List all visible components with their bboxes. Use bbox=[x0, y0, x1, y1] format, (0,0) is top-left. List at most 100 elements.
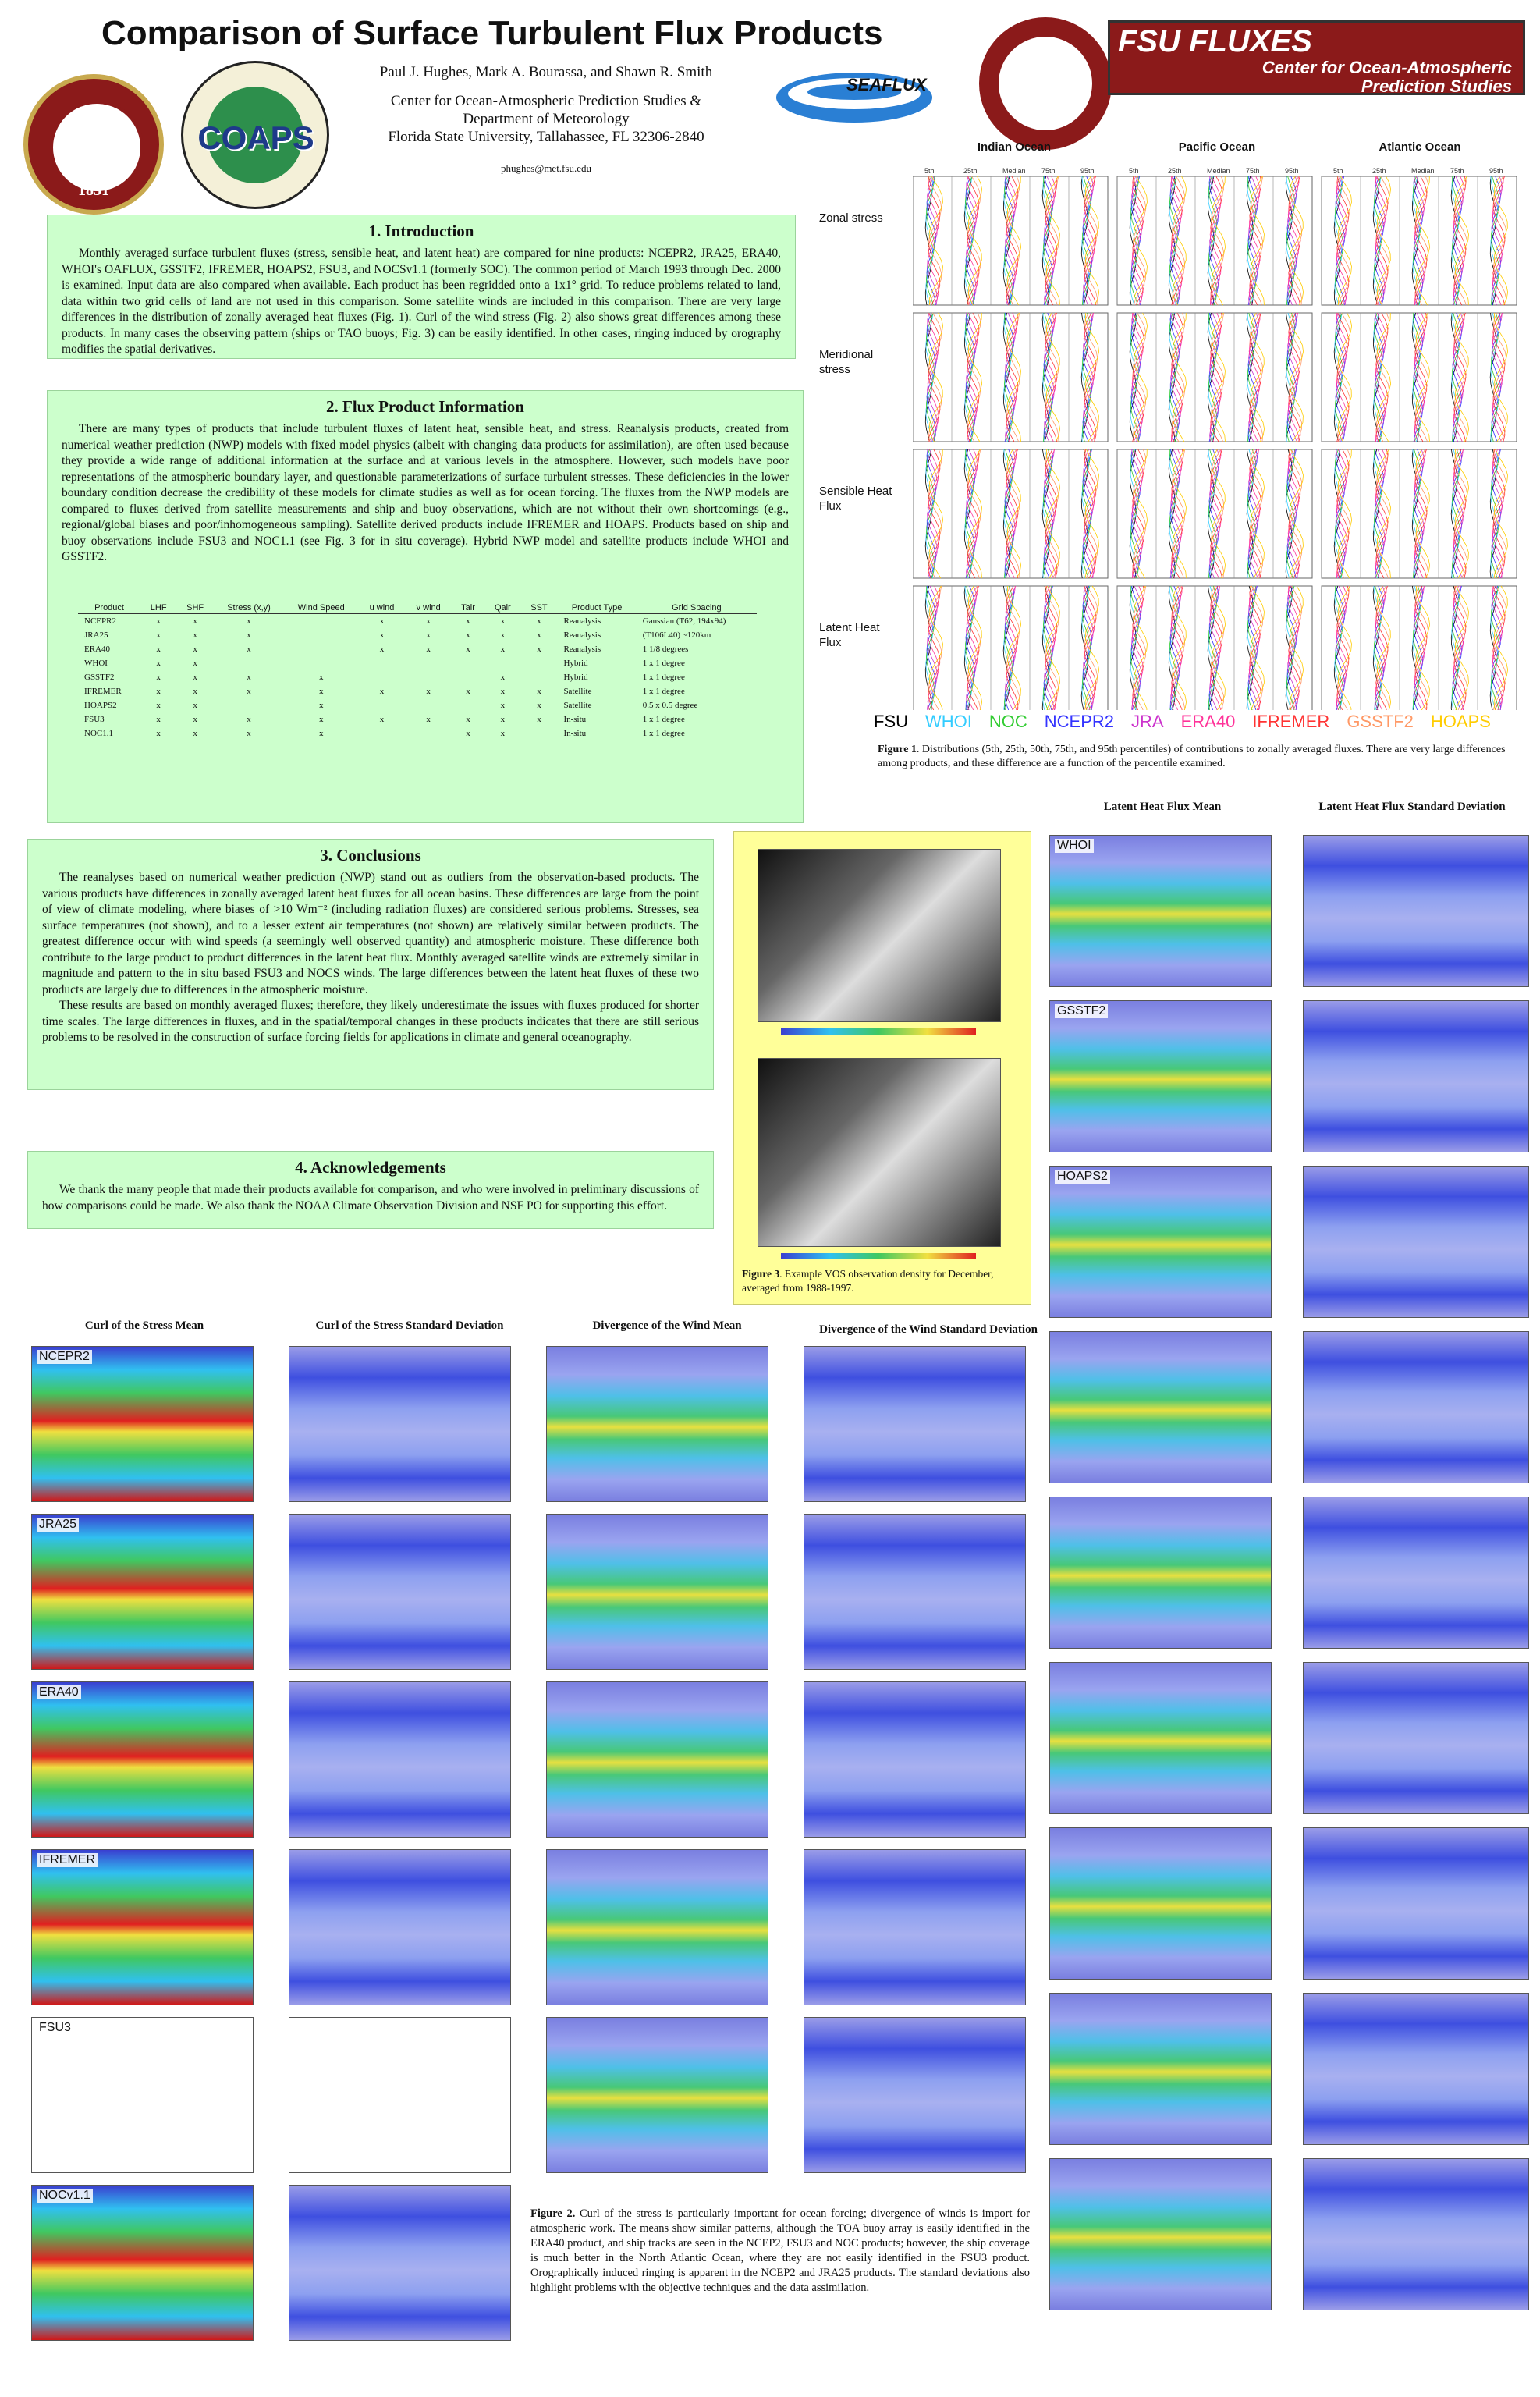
series-line-whoi bbox=[1042, 176, 1051, 306]
series-line-gsstf2 bbox=[1336, 176, 1351, 306]
table-row: GSSTF2 x x x x x Hybrid 1 x 1 degree bbox=[78, 670, 757, 684]
series-line-hoaps bbox=[1289, 585, 1304, 710]
table-cell: x bbox=[379, 616, 385, 626]
table-cell: x bbox=[466, 645, 470, 654]
series-line-ifremer bbox=[1288, 176, 1301, 306]
lhf-mean-heading: Latent Heat Flux Mean bbox=[1103, 801, 1222, 813]
series-line-hoaps bbox=[1454, 176, 1469, 306]
series-line-ncepr2 bbox=[1169, 585, 1180, 710]
percentile-label: 95th bbox=[1080, 167, 1095, 175]
curl-mean-heading: Curl of the Stress Mean bbox=[84, 1319, 204, 1332]
series-line-jra bbox=[1375, 449, 1386, 579]
series-line-gsstf2 bbox=[1006, 449, 1020, 579]
series-line-ifremer bbox=[1375, 585, 1389, 710]
table-cell: Hybrid bbox=[563, 659, 588, 668]
poster-title: Comparison of Surface Turbulent Flux Pro… bbox=[101, 14, 883, 52]
series-line-gsstf2 bbox=[1414, 585, 1429, 710]
table-cell: Gaussian (T62, 194x94) bbox=[642, 616, 726, 626]
introduction-heading: 1. Introduction bbox=[368, 222, 474, 240]
map-product-label: NOCv1.1 bbox=[37, 2189, 93, 2203]
table-cell: x bbox=[537, 630, 541, 640]
legend-entry-ifremer: IFREMER bbox=[1252, 712, 1330, 731]
lhf-mean-map bbox=[1049, 2158, 1272, 2310]
series-line-gsstf2 bbox=[1006, 585, 1020, 710]
series-line-noc bbox=[964, 312, 974, 442]
table-header-cell: u wind bbox=[358, 602, 406, 614]
series-line-ifremer bbox=[1084, 312, 1097, 442]
table-cell: FSU3 bbox=[84, 715, 105, 724]
series-line-ifremer bbox=[1006, 585, 1019, 710]
series-line-era40 bbox=[966, 585, 978, 710]
figure-2-caption: Figure 2. Curl of the stress is particul… bbox=[530, 2207, 1031, 2294]
series-line-hoaps bbox=[928, 449, 944, 579]
series-line-noc bbox=[1208, 449, 1218, 579]
series-line-jra bbox=[927, 585, 938, 710]
series-line-hoaps bbox=[1133, 449, 1148, 579]
table-cell: x bbox=[500, 645, 506, 654]
series-line-ncepr2 bbox=[1452, 312, 1463, 442]
figure-1-plot: 5th 25th Median 75th 95th 5th 25th Median 75th 95… bbox=[913, 167, 1517, 710]
basin-header-pacific: Pacific Ocean bbox=[1178, 140, 1256, 154]
series-line-ifremer bbox=[1492, 312, 1506, 442]
series-line-era40 bbox=[966, 449, 978, 579]
series-line-ifremer bbox=[1045, 312, 1058, 442]
series-line-whoi bbox=[925, 176, 934, 306]
series-line-ifremer bbox=[1414, 585, 1428, 710]
series-line-hoaps bbox=[1084, 449, 1099, 579]
series-line-ifremer bbox=[967, 312, 980, 442]
affiliation-line-1: Center for Ocean-Atmospheric Prediction … bbox=[390, 93, 702, 109]
series-line-gsstf2 bbox=[1045, 449, 1059, 579]
series-line-era40 bbox=[1287, 176, 1300, 306]
figure-1-row-label: Meridional stress bbox=[819, 348, 874, 376]
table-cell: Satellite bbox=[563, 687, 592, 696]
series-line-gsstf2 bbox=[1375, 176, 1390, 306]
curl-mean-map: JRA25 bbox=[31, 1514, 254, 1670]
series-line-era40 bbox=[1375, 449, 1387, 579]
table-cell: x bbox=[500, 701, 506, 710]
series-line-gsstf2 bbox=[1210, 312, 1225, 442]
curl-sd-map bbox=[289, 1849, 511, 2005]
series-line-hoaps bbox=[1250, 176, 1265, 306]
series-line-ifremer bbox=[1453, 585, 1467, 710]
series-line-hoaps bbox=[1454, 312, 1470, 442]
series-line-ncepr2 bbox=[1082, 176, 1093, 306]
series-line-gsstf2 bbox=[1289, 449, 1303, 579]
series-line-hoaps bbox=[1172, 449, 1187, 579]
fsu-fluxes-logo bbox=[979, 17, 1112, 150]
div-mean-map bbox=[546, 1849, 768, 2005]
series-line-noc bbox=[1452, 312, 1461, 442]
map-product-label: HOAPS2 bbox=[1055, 1170, 1110, 1184]
table-cell bbox=[406, 726, 452, 740]
series-line-whoi bbox=[1130, 585, 1138, 710]
series-line-era40 bbox=[1005, 312, 1017, 442]
series-line-ncepr2 bbox=[1374, 449, 1385, 579]
series-line-hoaps bbox=[1084, 176, 1100, 306]
series-line-gsstf2 bbox=[928, 585, 942, 710]
table-cell: x bbox=[379, 645, 385, 654]
series-line-hoaps bbox=[1006, 449, 1022, 579]
table-cell bbox=[358, 726, 405, 740]
table-header-cell: Qair bbox=[484, 602, 521, 614]
series-line-jra bbox=[1336, 176, 1347, 306]
curl-mean-map: ERA40 bbox=[31, 1681, 254, 1838]
series-line-noc bbox=[1043, 312, 1052, 442]
series-line-ifremer bbox=[1336, 585, 1350, 710]
series-line-jra bbox=[1044, 176, 1055, 306]
series-line-gsstf2 bbox=[1414, 449, 1429, 579]
series-line-gsstf2 bbox=[1210, 585, 1225, 710]
series-line-era40 bbox=[927, 585, 939, 710]
curl-sd-map bbox=[289, 2185, 511, 2341]
series-line-hoaps bbox=[1172, 585, 1187, 710]
series-line-noc bbox=[1082, 176, 1091, 306]
series-line-ifremer bbox=[1132, 585, 1145, 710]
series-line-ncepr2 bbox=[926, 585, 937, 710]
series-line-hoaps bbox=[1006, 312, 1021, 442]
figure-1: Indian Ocean Pacific Ocean Atlantic Ocea… bbox=[819, 140, 1537, 796]
table-cell: NOC1.1 bbox=[84, 729, 113, 738]
series-line-era40 bbox=[1044, 176, 1056, 306]
series-line-ifremer bbox=[1171, 449, 1184, 579]
series-line-ifremer bbox=[928, 449, 941, 579]
table-cell: In-situ bbox=[563, 729, 587, 738]
series-line-ifremer bbox=[1210, 176, 1223, 306]
table-header-cell: Product bbox=[78, 602, 141, 614]
